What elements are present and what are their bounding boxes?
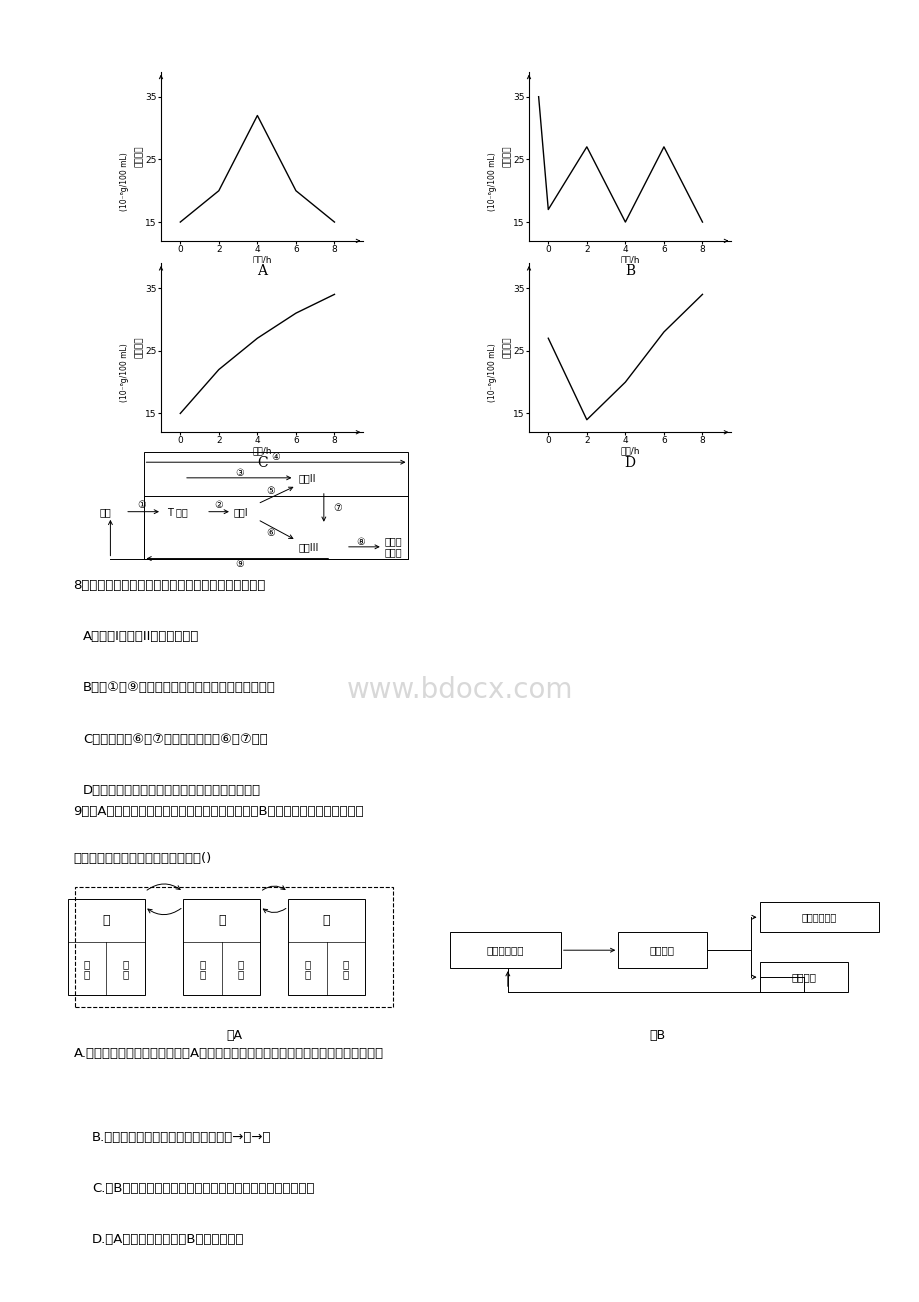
Text: 增
多: 增 多 — [238, 958, 244, 979]
Text: (10⁻⁶g/100 mL): (10⁻⁶g/100 mL) — [487, 344, 496, 402]
Text: ②: ② — [214, 500, 223, 510]
Text: 减
少: 减 少 — [304, 958, 310, 979]
Y-axis label: 激素浓度: 激素浓度 — [503, 337, 511, 358]
Text: B．在①和⑨所在的阶段中，可能有吞噬细胞的参与: B．在①和⑨所在的阶段中，可能有吞噬细胞的参与 — [83, 681, 276, 694]
Text: 图A: 图A — [226, 1029, 243, 1042]
Text: ③: ③ — [234, 467, 244, 478]
Y-axis label: 激素浓度: 激素浓度 — [135, 337, 143, 358]
Text: 细胞I: 细胞I — [233, 506, 248, 517]
Bar — [183, 900, 260, 995]
Text: 增
多: 增 多 — [343, 958, 348, 979]
Bar — [759, 902, 878, 932]
X-axis label: 时间/h: 时间/h — [252, 447, 272, 456]
Text: D.图A是负反馈调节，图B是正反馈调节: D.图A是负反馈调节，图B是正反馈调节 — [92, 1233, 244, 1246]
X-axis label: 时间/h: 时间/h — [619, 447, 640, 456]
Text: T 细胞: T 细胞 — [167, 506, 188, 517]
Bar — [74, 888, 392, 1008]
Text: ⑦: ⑦ — [333, 503, 342, 513]
Text: 湖泊受到污染: 湖泊受到污染 — [486, 945, 524, 956]
Text: A.一个完整的生态系统，除了图A中所示成分，还包括分解者以及非生物的物质和能量: A.一个完整的生态系统，除了图A中所示成分，还包括分解者以及非生物的物质和能量 — [74, 1047, 383, 1060]
Text: C．免疫过程⑥比⑦要慢，免疫效应⑥比⑦要强: C．免疫过程⑥比⑦要慢，免疫效应⑥比⑦要强 — [83, 733, 267, 746]
Text: 减
少: 减 少 — [199, 958, 205, 979]
Text: A．细胞I和细胞II均能识别抗原: A．细胞I和细胞II均能识别抗原 — [83, 630, 199, 643]
Text: (10⁻⁶g/100 mL): (10⁻⁶g/100 mL) — [119, 152, 129, 211]
Text: ⑨: ⑨ — [234, 559, 244, 569]
Text: 乙: 乙 — [103, 914, 110, 927]
Text: 8、右图代表人体体液免疫的过程。相关叙述正确的是: 8、右图代表人体体液免疫的过程。相关叙述正确的是 — [74, 579, 266, 592]
Text: 鱼类数量减少: 鱼类数量减少 — [800, 913, 836, 922]
Text: 细胞III: 细胞III — [298, 542, 318, 552]
Text: ⑤: ⑤ — [266, 486, 275, 496]
Text: B.甲、乙、丙三者之间的食物联系是乙→甲→丙: B.甲、乙、丙三者之间的食物联系是乙→甲→丙 — [92, 1130, 271, 1143]
Text: 细胞II: 细胞II — [298, 473, 315, 483]
Text: 某种调节活动，下列分析不正确的是(): 某种调节活动，下列分析不正确的是() — [74, 852, 211, 865]
X-axis label: 时间/h: 时间/h — [252, 255, 272, 264]
Bar — [68, 900, 144, 995]
Text: www.bdocx.com: www.bdocx.com — [346, 676, 573, 704]
Text: (10⁻⁶g/100 mL): (10⁻⁶g/100 mL) — [119, 344, 129, 402]
Text: 抗原: 抗原 — [99, 506, 111, 517]
Text: 丙: 丙 — [323, 914, 330, 927]
Text: 图B: 图B — [649, 1029, 665, 1042]
Text: 减
少: 减 少 — [84, 958, 90, 979]
Text: 鱼类死亡: 鱼类死亡 — [649, 945, 675, 956]
Text: B: B — [624, 264, 635, 279]
Bar — [618, 932, 706, 969]
Y-axis label: 激素浓度: 激素浓度 — [503, 146, 511, 167]
Text: 增
多: 增 多 — [122, 958, 129, 979]
Bar — [759, 962, 847, 992]
Bar — [143, 496, 408, 559]
Text: 9、图A为某草原生态系统中的反馈调节示意图，图B为某湖泊生态系统中发生的: 9、图A为某草原生态系统中的反馈调节示意图，图B为某湖泊生态系统中发生的 — [74, 805, 364, 818]
Text: ①: ① — [137, 500, 146, 510]
Text: A: A — [257, 264, 267, 279]
Text: 免疫活: 免疫活 — [384, 536, 402, 547]
Text: 性物质: 性物质 — [384, 547, 402, 557]
Bar — [143, 452, 408, 559]
Text: C: C — [256, 456, 267, 470]
Y-axis label: 激素浓度: 激素浓度 — [135, 146, 143, 167]
Text: C.图B所示调节导致的最终结果是维持该生态系统原有的稳态: C.图B所示调节导致的最终结果是维持该生态系统原有的稳态 — [92, 1182, 314, 1195]
Text: ⑧: ⑧ — [356, 536, 365, 547]
X-axis label: 时间/h: 时间/h — [619, 255, 640, 264]
Text: 污染加剧: 污染加剧 — [790, 973, 815, 982]
Text: 甲: 甲 — [218, 914, 225, 927]
Text: (10⁻⁶g/100 mL): (10⁻⁶g/100 mL) — [487, 152, 496, 211]
Text: ⑥: ⑥ — [266, 527, 275, 538]
Text: D．图中免疫活性物质是抗体、淡巴因子、溶菌酶: D．图中免疫活性物质是抗体、淡巴因子、溶菌酶 — [83, 784, 261, 797]
Bar — [450, 932, 561, 969]
Text: D: D — [624, 456, 635, 470]
Text: ④: ④ — [271, 452, 280, 462]
Bar — [288, 900, 365, 995]
